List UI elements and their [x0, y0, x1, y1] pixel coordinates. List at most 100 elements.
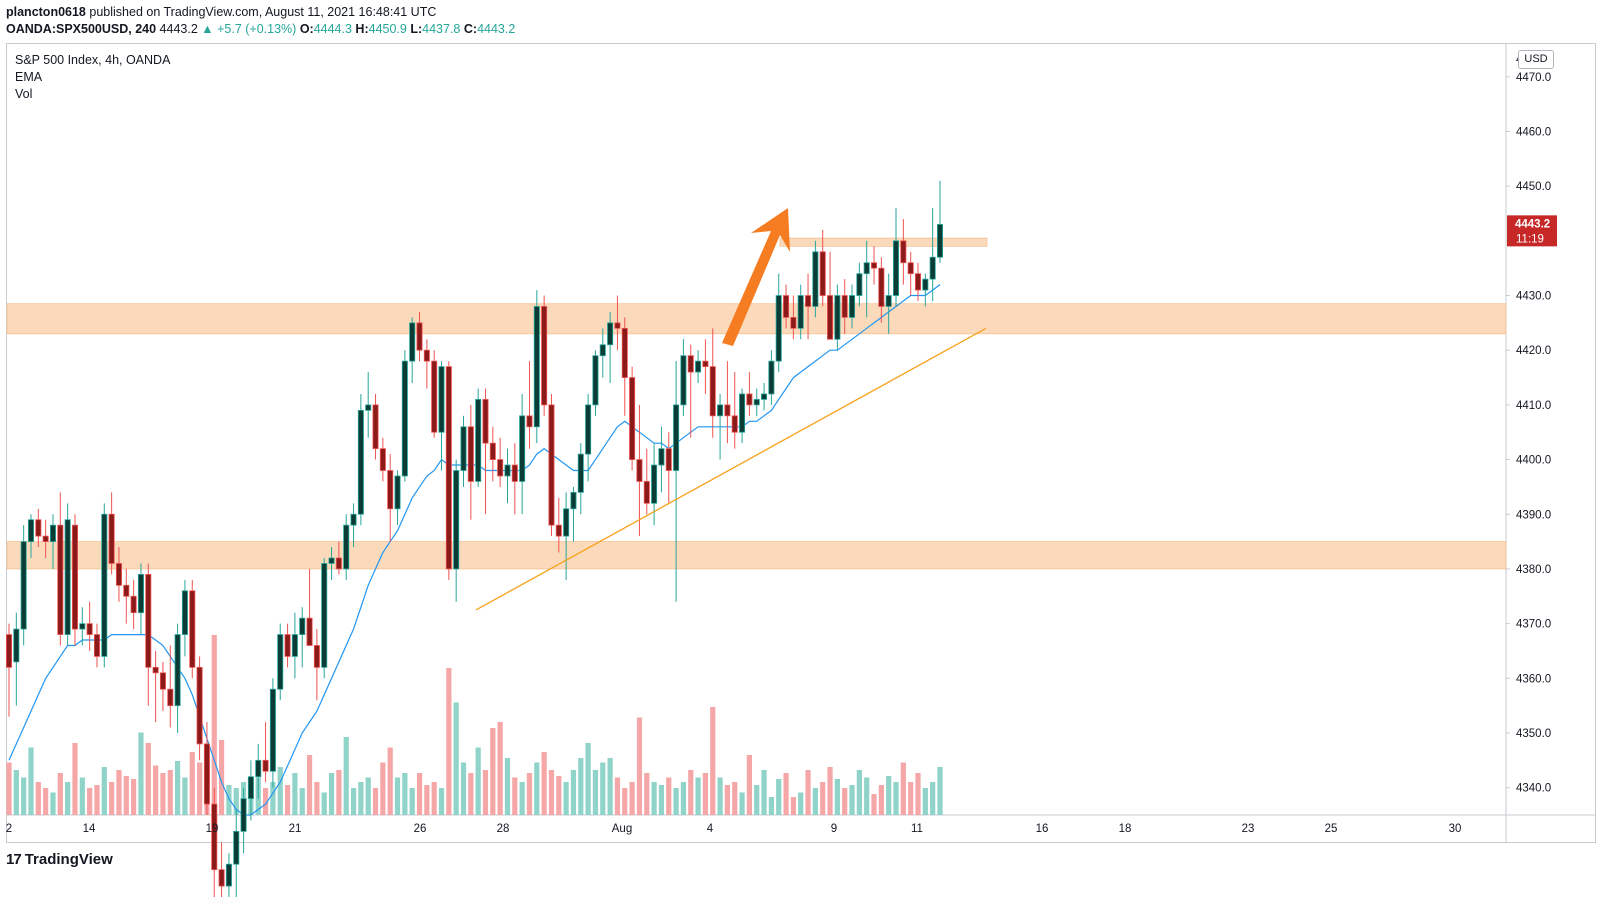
candle-body: [475, 399, 482, 482]
volume-bar: [460, 762, 467, 815]
candle-body: [541, 306, 548, 406]
low-label: L:: [410, 22, 423, 36]
volume-bar: [842, 788, 848, 815]
volume-bar: [512, 777, 518, 815]
candle-body: [350, 513, 357, 526]
currency-button[interactable]: USD: [1518, 50, 1554, 69]
candle-body: [482, 399, 489, 444]
volume-bar: [695, 777, 701, 815]
ema-line: [8, 284, 941, 816]
symbol-label[interactable]: OANDA:SPX500USD, 240: [6, 22, 157, 36]
candle-body: [255, 759, 262, 778]
candle: [629, 366, 636, 471]
candle-body: [321, 563, 328, 668]
candle-body: [599, 344, 606, 357]
author-name[interactable]: plancton0618: [6, 5, 86, 19]
candle: [350, 503, 357, 548]
legend-ema[interactable]: EMA: [15, 70, 43, 84]
candle: [585, 393, 592, 482]
time-tick-label: 23: [1242, 823, 1255, 835]
candle: [445, 361, 452, 580]
candle: [13, 612, 20, 706]
publish-info: plancton0618 published on TradingView.co…: [6, 5, 436, 19]
volume-bar: [878, 785, 884, 815]
price-tick-label: 4340.0: [1516, 783, 1551, 795]
candle: [247, 760, 254, 821]
candle-body: [115, 563, 122, 586]
candle: [834, 284, 841, 351]
time-tick-label: 25: [1325, 823, 1338, 835]
candle-body: [284, 634, 291, 657]
volume-bar: [453, 702, 459, 815]
volume-bar: [864, 777, 870, 815]
candle-body: [387, 470, 394, 510]
volume-bar: [871, 794, 877, 815]
candle: [145, 563, 152, 706]
candle-body: [328, 557, 335, 564]
candle: [526, 361, 533, 449]
candle: [101, 503, 108, 668]
candle: [130, 579, 137, 630]
volume-bar: [563, 782, 569, 815]
candle: [548, 393, 555, 537]
chart-frame[interactable]: [6, 43, 1596, 843]
candle-body: [218, 869, 225, 887]
volume-bar: [394, 777, 401, 815]
candle-body: [739, 393, 746, 433]
candle-body: [211, 803, 218, 871]
candle-body: [526, 415, 533, 428]
legend-vol[interactable]: Vol: [15, 87, 33, 101]
candle-body: [548, 404, 555, 526]
open-label: O:: [299, 22, 314, 36]
candle-body: [731, 415, 738, 433]
candle: [306, 568, 313, 646]
candle-body: [900, 240, 907, 264]
candle-body: [497, 459, 504, 477]
candle: [915, 262, 922, 301]
volume-bar: [196, 762, 203, 815]
zone-1: [6, 541, 1507, 570]
candle: [819, 229, 826, 307]
candle: [937, 180, 944, 263]
volume-bar: [915, 773, 921, 815]
time-tick-label: 30: [1449, 823, 1462, 835]
candle: [805, 273, 812, 340]
candle: [599, 328, 606, 378]
candle: [827, 251, 834, 340]
candle: [467, 404, 474, 520]
price-tick-label: 4420.0: [1516, 345, 1551, 357]
tradingview-brand[interactable]: 17 TradingView: [6, 851, 113, 868]
volume-bar: [607, 758, 613, 815]
candle-body: [533, 306, 540, 428]
candle: [431, 350, 438, 438]
candle: [6, 623, 12, 717]
candle-body: [416, 322, 423, 351]
time-tick-label: 4: [707, 823, 714, 835]
volume-bar: [35, 782, 41, 815]
candle-body: [291, 634, 298, 657]
legend-title[interactable]: S&P 500 Index, 4h, OANDA: [15, 53, 171, 67]
volume-bar: [321, 792, 327, 815]
candle: [284, 623, 291, 668]
candle-body: [651, 464, 658, 504]
candle-body: [467, 426, 474, 482]
volume-bar: [768, 797, 774, 815]
volume-bar: [820, 782, 826, 815]
candle-body: [372, 404, 379, 450]
volume-bar: [578, 758, 584, 815]
candle-body: [797, 295, 804, 329]
candle-body: [702, 360, 709, 368]
time-tick-label: 2: [6, 823, 12, 835]
volume-bar: [930, 782, 936, 815]
volume-bar: [299, 788, 305, 815]
volume-bar: [182, 777, 188, 815]
volume-bar: [50, 792, 56, 815]
candle: [504, 448, 511, 504]
candle-body: [365, 404, 372, 411]
volume-bar: [497, 722, 503, 815]
candle: [64, 503, 71, 646]
candle-body: [849, 295, 856, 318]
volume-bar: [644, 773, 650, 815]
open-value: 4444.3: [313, 22, 352, 36]
